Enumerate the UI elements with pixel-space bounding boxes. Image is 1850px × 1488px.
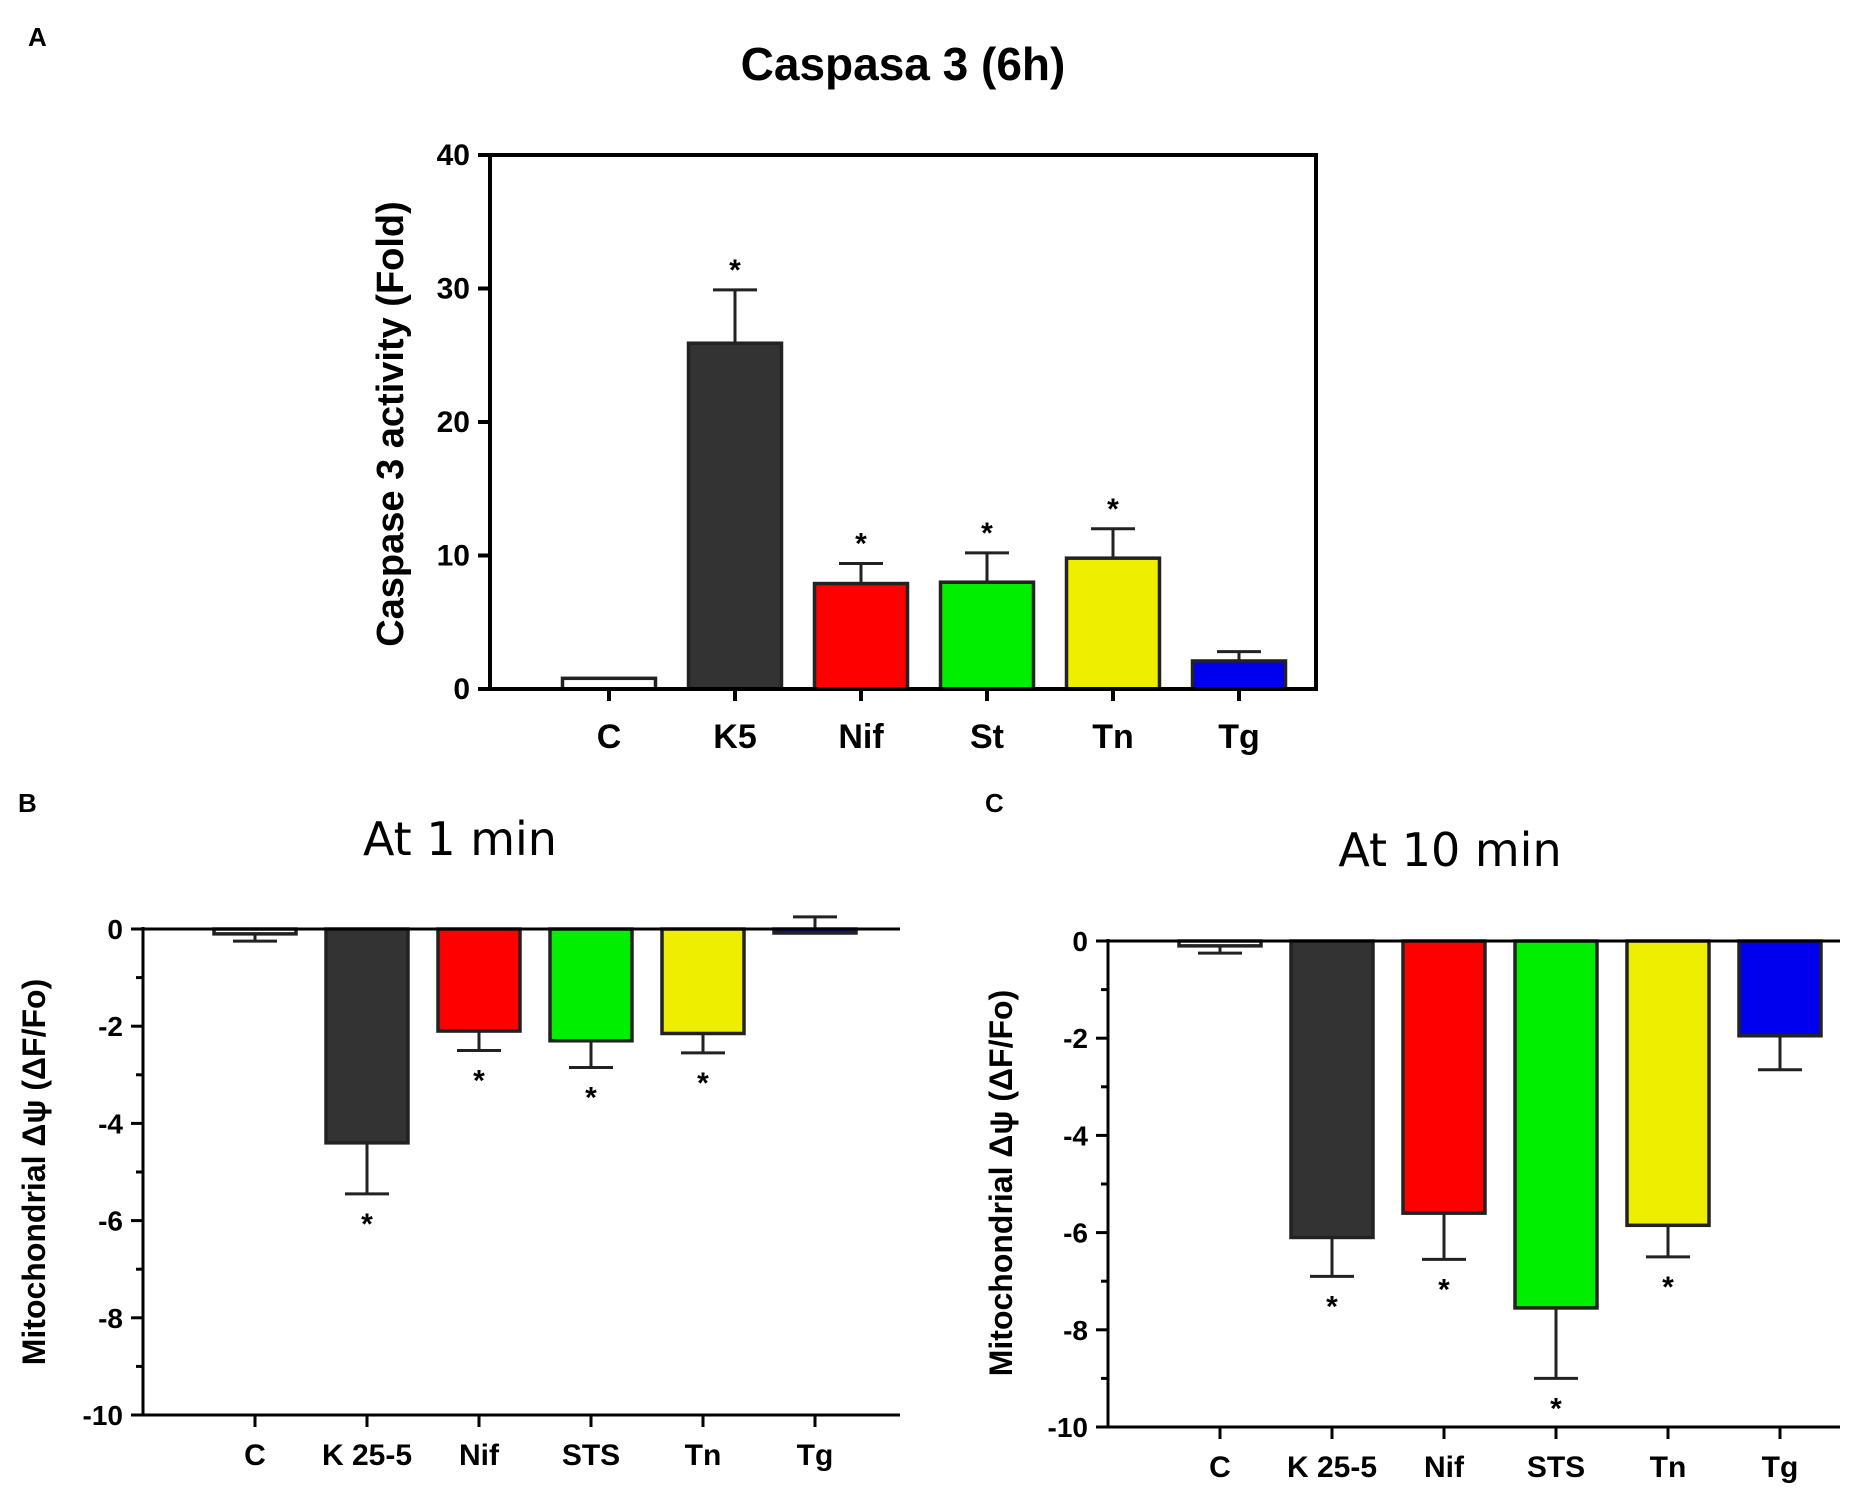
panel-a-bar-5: [1190, 659, 1288, 691]
panel-b-x-tick-label-0: C: [244, 1439, 266, 1472]
panel-c-significance-marker-4: *: [1662, 1271, 1674, 1304]
panel-b-x-tick-label-2: Nif: [459, 1439, 500, 1472]
panel-a-bar-4: [1064, 556, 1162, 691]
panel-a-bar-3: [938, 580, 1036, 691]
panel-b-x-tick-label-5: Tg: [797, 1439, 834, 1472]
panel-a-significance-marker-1: *: [729, 254, 741, 287]
panel-c-y-tick-label-3: -6: [1063, 1218, 1088, 1249]
panel-c-x-tick-label-5: Tg: [1762, 1451, 1799, 1484]
panel-c-bar-5: [1737, 939, 1823, 1038]
panel-a-significance-marker-2: *: [855, 528, 867, 561]
panel-a-x-tick-label-2: Nif: [838, 718, 884, 756]
panel-a-bar-2: [812, 581, 910, 691]
panel-c-y-tick-label-0: 0: [1072, 926, 1088, 957]
panel-c-letter: C: [985, 788, 1004, 818]
panel-a-x-tick-label-4: Tn: [1092, 718, 1134, 756]
panel-a-chart: A Caspasa 3 (6h) Caspase 3 activity (Fol…: [28, 22, 1318, 756]
panel-b-y-tick-label-5: -10: [83, 1400, 123, 1431]
panel-b-significance-marker-4: *: [697, 1067, 709, 1100]
panel-a-y-tick-label-3: 30: [437, 273, 470, 306]
panel-c-y-axis-label: Mitochondrial Δψ (ΔF/Fo): [983, 990, 1019, 1377]
panel-b-y-tick-label-2: -4: [98, 1108, 123, 1139]
panel-c-bar-4: [1625, 939, 1711, 1228]
panel-a-letter: A: [28, 22, 47, 52]
panel-c-x-tick-label-1: K 25-5: [1287, 1451, 1377, 1484]
panel-c-y-tick-label-4: -8: [1063, 1315, 1088, 1346]
panel-b-y-tick-label-4: -8: [98, 1303, 123, 1334]
panel-b-chart: B At 1 min Mitochondrial Δψ (ΔF/Fo) * * * *…: [16, 788, 900, 1472]
panel-c-significance-marker-3: *: [1550, 1392, 1562, 1425]
panel-b-significance-marker-1: *: [361, 1208, 373, 1241]
panel-b-bar-1: [324, 927, 410, 1145]
panel-a-y-axis-label: Caspase 3 activity (Fold): [370, 201, 412, 647]
panel-c-x-tick-label-4: Tn: [1650, 1451, 1687, 1484]
panel-b-bar-3: [548, 927, 634, 1043]
panel-a-y-tick-label-0: 0: [453, 673, 470, 706]
panel-c-x-tick-label-3: STS: [1527, 1451, 1585, 1484]
panel-b-y-axis-label: Mitochondrial Δψ (ΔF/Fo): [16, 979, 52, 1366]
panel-c-bar-3: [1513, 939, 1599, 1310]
panel-b-x-tick-label-3: STS: [562, 1439, 620, 1472]
panel-c-significance-marker-1: *: [1326, 1290, 1338, 1323]
panel-b-title: At 1 min: [363, 812, 557, 866]
panel-c-y-tick-label-2: -4: [1063, 1120, 1088, 1151]
panel-a-x-tick-label-0: C: [597, 718, 622, 756]
panel-b-y-tick-label-0: 0: [107, 914, 123, 945]
panel-c-x-tick-label-0: C: [1209, 1451, 1231, 1484]
panel-b-y-tick-label-1: -2: [98, 1011, 123, 1042]
panel-a-y-tick-label-2: 20: [437, 406, 470, 439]
panel-b-x-tick-label-1: K 25-5: [322, 1439, 412, 1472]
panel-b-y-tick-label-3: -6: [98, 1206, 123, 1237]
panel-b-significance-marker-3: *: [585, 1082, 597, 1115]
panel-c-significance-marker-2: *: [1438, 1273, 1450, 1306]
panel-b-letter: B: [18, 788, 37, 818]
panel-c-x-tick-label-2: Nif: [1424, 1451, 1465, 1484]
panel-c-title: At 10 min: [1338, 823, 1561, 877]
panel-a-significance-marker-3: *: [981, 517, 993, 550]
panel-c-bar-1: [1289, 939, 1375, 1240]
panel-c-y-tick-label-1: -2: [1063, 1023, 1088, 1054]
panel-b-bar-2: [436, 927, 522, 1033]
panel-b-x-tick-label-4: Tn: [685, 1439, 722, 1472]
panel-c-chart: C At 10 min Mitochondrial Δψ (ΔF/Fo) * * *…: [983, 788, 1840, 1484]
panel-a-y-tick-label-4: 40: [437, 139, 470, 172]
panel-c-y-tick-label-5: -10: [1048, 1412, 1088, 1443]
panel-c-bar-2: [1401, 939, 1487, 1215]
panel-a-x-tick-label-1: K5: [713, 718, 756, 756]
panel-a-x-tick-label-5: Tg: [1218, 718, 1260, 756]
panel-a-y-tick-label-1: 10: [437, 540, 470, 573]
panel-b-bar-4: [660, 927, 746, 1036]
panel-a-title: Caspasa 3 (6h): [741, 38, 1066, 90]
panel-a-bar-1: [686, 341, 784, 691]
panel-b-significance-marker-2: *: [473, 1065, 485, 1098]
panel-a-x-tick-label-3: St: [970, 718, 1004, 756]
panel-a-significance-marker-4: *: [1107, 493, 1119, 526]
